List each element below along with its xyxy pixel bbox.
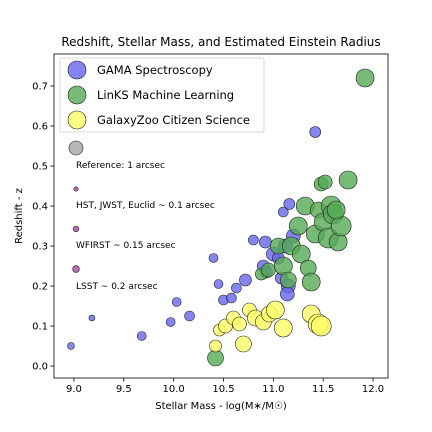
data-point bbox=[338, 170, 358, 190]
reference-marker bbox=[72, 225, 80, 233]
data-point bbox=[226, 292, 237, 304]
data-point bbox=[301, 272, 321, 292]
data-point bbox=[239, 273, 252, 287]
reference-marker bbox=[68, 140, 84, 156]
data-point bbox=[278, 206, 289, 218]
data-point bbox=[232, 316, 247, 332]
data-point bbox=[309, 126, 322, 138]
x-tick-label: 11.0 bbox=[262, 384, 284, 395]
data-point bbox=[288, 216, 308, 236]
chart-title: Redshift, Stellar Mass, and Estimated Ei… bbox=[61, 35, 380, 49]
legend-label: GAMA Spectroscopy bbox=[97, 63, 213, 77]
data-point bbox=[326, 200, 346, 220]
data-point bbox=[279, 271, 297, 289]
y-axis: 0.0 0.1 0.2 0.3 0.4 0.5 0.6 0.7 bbox=[32, 82, 54, 373]
y-axis-title: Redshift - z bbox=[14, 188, 25, 244]
legend-marker bbox=[67, 85, 87, 105]
data-point bbox=[291, 244, 311, 264]
data-point bbox=[266, 300, 285, 320]
data-point bbox=[283, 198, 296, 210]
plot-frame bbox=[53, 53, 389, 379]
reference-label: Reference: 1 arcsec bbox=[76, 161, 165, 171]
y-tick-label: 0.0 bbox=[32, 362, 48, 373]
reference-label: HST, JWST, Euclid ~ 0.1 arcsec bbox=[76, 201, 215, 211]
reference-markers: Reference: 1 arcsec HST, JWST, Euclid ~ 0… bbox=[68, 140, 215, 292]
plot-area bbox=[67, 68, 375, 367]
y-tick-label: 0.3 bbox=[32, 242, 48, 253]
data-point bbox=[261, 262, 276, 278]
data-point bbox=[317, 174, 333, 190]
legend-marker bbox=[67, 110, 87, 130]
data-point bbox=[274, 318, 293, 338]
reference-label: WFIRST ~ 0.15 arcsec bbox=[76, 241, 176, 251]
x-tick-label: 10.5 bbox=[212, 384, 234, 395]
data-point bbox=[310, 315, 332, 337]
data-point bbox=[67, 342, 75, 350]
data-point bbox=[209, 339, 222, 353]
legend-marker bbox=[67, 60, 87, 80]
y-tick-label: 0.7 bbox=[32, 82, 48, 93]
data-point bbox=[184, 310, 195, 322]
x-axis-title: Stellar Mass - log(M∗/M☉) bbox=[155, 401, 287, 412]
legend: GAMA Spectroscopy LinKS Machine Learning G… bbox=[59, 57, 265, 133]
data-point bbox=[207, 349, 224, 367]
data-point bbox=[235, 335, 252, 353]
y-tick-label: 0.2 bbox=[32, 282, 48, 293]
x-tick-label: 11.5 bbox=[312, 384, 334, 395]
reference-marker bbox=[73, 186, 79, 192]
data-point bbox=[355, 68, 375, 88]
reference-label: LSST ~ 0.2 arcsec bbox=[76, 282, 158, 292]
x-tick-label: 9.5 bbox=[116, 384, 132, 395]
data-point bbox=[248, 234, 259, 246]
x-tick-label: 9.0 bbox=[66, 384, 82, 395]
y-tick-label: 0.4 bbox=[32, 202, 48, 213]
x-axis: 9.0 9.5 10.0 10.5 11.0 11.5 12.0 bbox=[66, 378, 384, 395]
y-tick-label: 0.5 bbox=[32, 162, 48, 173]
legend-label: LinKS Machine Learning bbox=[97, 88, 234, 102]
data-point bbox=[213, 279, 224, 289]
data-point bbox=[136, 331, 147, 341]
data-point bbox=[259, 235, 272, 249]
legend-box bbox=[59, 57, 265, 133]
y-tick-label: 0.6 bbox=[32, 122, 48, 133]
reference-marker bbox=[72, 265, 80, 273]
y-tick-label: 0.1 bbox=[32, 322, 48, 333]
data-point bbox=[231, 282, 242, 294]
data-point bbox=[280, 286, 295, 302]
data-point bbox=[165, 317, 176, 327]
data-point bbox=[208, 253, 219, 263]
data-point bbox=[88, 314, 96, 322]
x-tick-label: 10.0 bbox=[163, 384, 185, 395]
data-point bbox=[171, 297, 182, 307]
x-tick-label: 12.0 bbox=[362, 384, 384, 395]
legend-label: GalaxyZoo Citizen Science bbox=[97, 113, 250, 127]
